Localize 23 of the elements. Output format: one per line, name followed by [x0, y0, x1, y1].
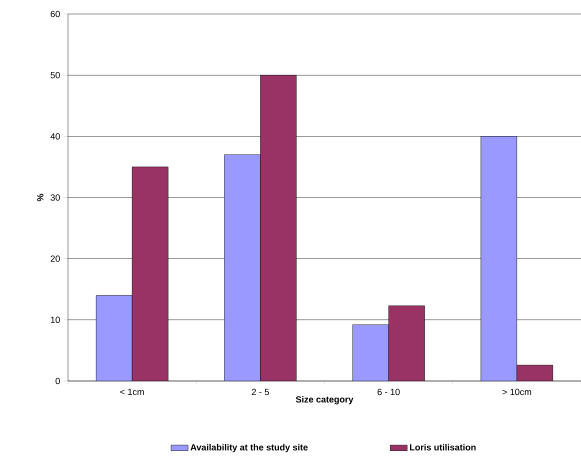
legend-label: Loris utilisation [410, 444, 476, 450]
y-axis-title: % [37, 194, 44, 202]
y-tick-label: 20 [50, 255, 60, 262]
y-tick-label: 60 [50, 10, 60, 18]
bar [132, 166, 168, 381]
y-tick-label: 10 [50, 316, 60, 324]
bar [224, 154, 261, 381]
bar [388, 306, 425, 381]
y-tick-label: 50 [50, 72, 60, 78]
x-tick-label: > 10cm [502, 388, 532, 396]
bar [480, 136, 518, 381]
bar [352, 324, 389, 381]
bar [516, 364, 554, 381]
y-tick-label: 0 [56, 378, 60, 384]
x-tick-label: 2 - 5 [252, 388, 269, 396]
y-tick-label: 30 [50, 194, 60, 201]
legend-label: Availability at the study site [190, 444, 308, 452]
bar [96, 295, 132, 381]
x-tick-label: < 1cm [120, 388, 144, 396]
y-tick-label: 40 [50, 133, 60, 140]
bar [260, 74, 297, 381]
x-tick-label: 6 - 10 [378, 388, 400, 396]
x-axis-title: Size category [296, 396, 354, 404]
